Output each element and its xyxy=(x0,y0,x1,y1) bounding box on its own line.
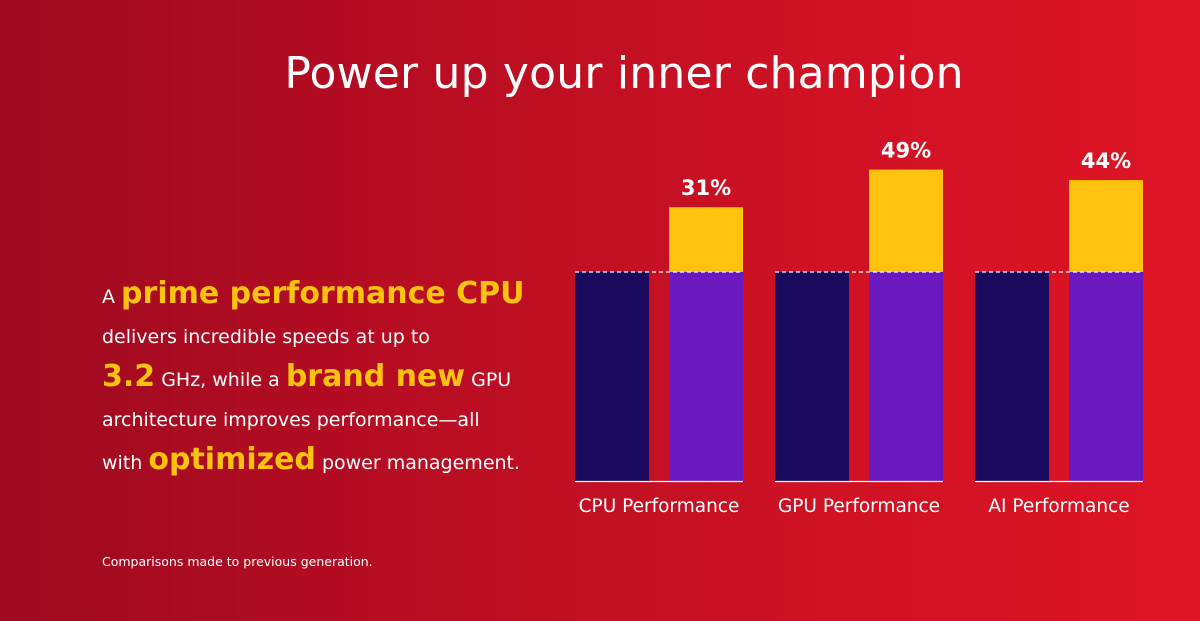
gain-bar xyxy=(669,207,743,272)
category-label: GPU Performance xyxy=(778,496,940,517)
category-label: CPU Performance xyxy=(579,496,740,517)
blurb-line-2: delivers incredible speeds at up to xyxy=(102,326,430,348)
category-label: AI Performance xyxy=(988,496,1129,517)
previous-gen-bar xyxy=(975,272,1049,481)
new-gen-bar xyxy=(869,272,943,481)
new-gen-bar xyxy=(1069,272,1143,481)
previous-gen-bar xyxy=(575,272,649,481)
blurb-line-3: 3.2 GHz, while a brand new GPU xyxy=(102,357,572,400)
blurb-line-4: architecture improves performance—all xyxy=(102,409,480,431)
blurb-text: with xyxy=(102,452,143,474)
gain-bar xyxy=(1069,180,1143,272)
blurb-text: A xyxy=(102,286,115,308)
data-label: 31% xyxy=(681,176,731,200)
new-gen-bar xyxy=(669,272,743,481)
data-label: 49% xyxy=(881,139,931,163)
highlight-cpu: prime performance CPU xyxy=(121,276,525,311)
highlight-optimized: optimized xyxy=(148,442,316,477)
blurb-text: power management. xyxy=(321,452,521,474)
blurb-text: GHz, while a xyxy=(161,369,280,391)
data-label: 44% xyxy=(1081,149,1131,173)
highlight-brand-new: brand new xyxy=(285,359,466,394)
previous-gen-bar xyxy=(775,272,849,481)
blurb-line-5: with optimized power management. xyxy=(102,440,572,483)
gain-bar xyxy=(869,169,943,272)
page-title: Power up your inner champion xyxy=(284,48,964,99)
blurb-line-1: A prime performance CPU xyxy=(102,274,572,317)
highlight-ghz: 3.2 xyxy=(102,359,156,394)
feature-blurb: A prime performance CPU delivers incredi… xyxy=(102,274,572,483)
footnote: Comparisons made to previous generation. xyxy=(102,554,373,569)
blurb-text: GPU xyxy=(471,369,512,391)
